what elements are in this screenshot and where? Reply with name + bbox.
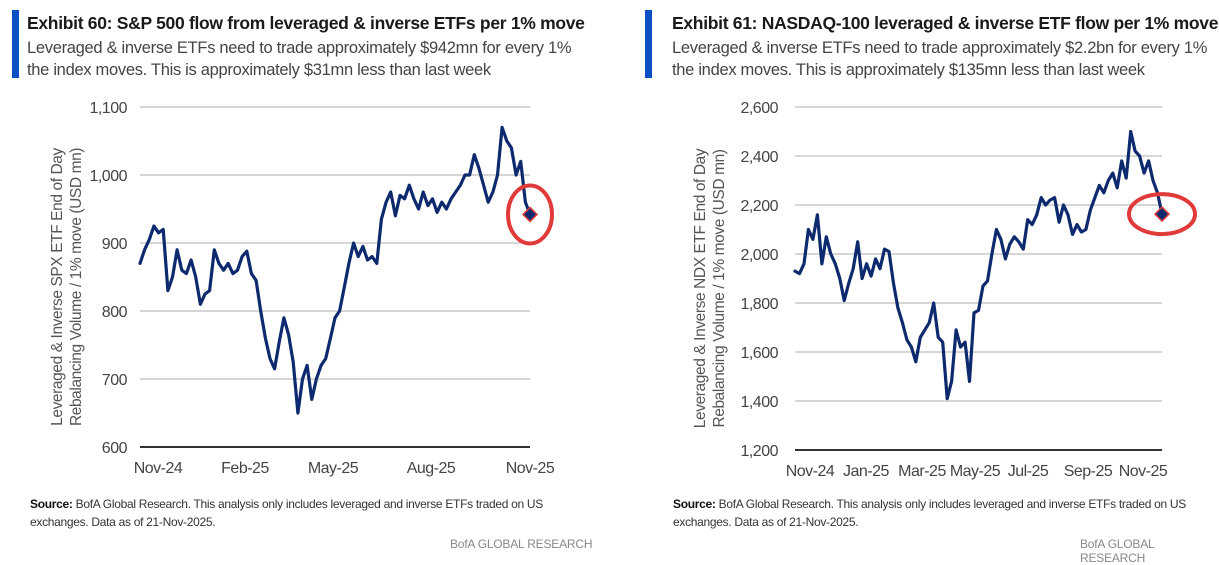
y-tick-label: 1,800 [740, 296, 778, 313]
x-tick-label: Aug-25 [407, 460, 456, 477]
chart-subtitle: Leveraged & inverse ETFs need to trade a… [672, 37, 1219, 81]
y-tick-label: 1,100 [89, 100, 127, 117]
x-tick-label: May-25 [950, 463, 1001, 480]
source-label: Source: [673, 497, 716, 511]
x-tick-label: Nov-25 [1119, 463, 1168, 480]
y-tick-label: 900 [102, 236, 128, 253]
highlight-circle [1127, 192, 1197, 237]
title-accent-bar [645, 10, 652, 78]
x-tick-label: Jan-25 [843, 463, 890, 480]
chart-title: Exhibit 61: NASDAQ-100 leveraged & inver… [672, 13, 1219, 33]
y-tick-label: 2,400 [740, 149, 778, 166]
y-tick-label: 1,200 [740, 443, 778, 460]
exhibit-60-panel: Exhibit 60: S&P 500 flow from leveraged … [0, 0, 610, 560]
x-tick-label: Feb-25 [221, 460, 269, 477]
subtitle-line-2: the index moves. This is approximately $… [27, 61, 491, 79]
source-text: BofA Global Research. This analysis only… [30, 497, 543, 529]
highlight-circle [506, 183, 554, 246]
series-line [138, 125, 532, 415]
y-axis-label: Leveraged & Inverse SPX ETF End of Day [49, 147, 66, 425]
y-axis-label: Rebalancing Volume / 1% move (USD mn) [711, 149, 728, 427]
y-axis-label: Leveraged & Inverse NDX ETF End of Day [692, 148, 709, 428]
y-tick-label: 600 [102, 440, 128, 457]
title-accent-bar [12, 10, 19, 78]
y-tick-label: 700 [102, 372, 128, 389]
source-label: Source: [30, 497, 73, 511]
spx-line-chart: 600 700 800 900 1,000 1,100 Nov-24 Feb-25 May-25… [49, 100, 555, 477]
subtitle-line-2: the index moves. This is approximately $… [672, 61, 1145, 79]
x-tick-label: May-25 [308, 460, 359, 477]
brand-label: BofA GLOBAL RESEARCH [1080, 537, 1155, 565]
y-tick-label: 1,400 [740, 394, 778, 411]
subtitle-line-1: Leveraged & inverse ETFs need to trade a… [27, 39, 572, 57]
source-text: BofA Global Research. This analysis only… [673, 497, 1186, 529]
source-note: Source: BofA Global Research. This analy… [673, 495, 1219, 531]
series-line [793, 129, 1164, 401]
chart-subtitle: Leveraged & inverse ETFs need to trade a… [27, 37, 587, 81]
latest-value-marker [1153, 206, 1171, 223]
x-tick-label: Jul-25 [1008, 463, 1049, 480]
x-tick-label: Mar-25 [898, 463, 946, 480]
y-tick-label: 1,000 [89, 168, 127, 185]
y-tick-label: 2,000 [740, 247, 778, 264]
x-tick-label: Nov-24 [134, 460, 183, 477]
y-axis-label: Rebalancing Volume / 1% move (USD mn) [68, 148, 85, 426]
x-tick-label: Nov-24 [786, 463, 835, 480]
subtitle-line-1: Leveraged & inverse ETFs need to trade a… [672, 39, 1208, 57]
y-tick-label: 2,200 [740, 198, 778, 215]
chart-title: Exhibit 60: S&P 500 flow from leveraged … [27, 13, 585, 33]
latest-value-marker [521, 206, 539, 223]
exhibit-61-panel: Exhibit 61: NASDAQ-100 leveraged & inver… [610, 0, 1219, 565]
y-tick-label: 1,600 [740, 345, 778, 362]
x-tick-label: Sep-25 [1064, 463, 1113, 480]
source-note: Source: BofA Global Research. This analy… [30, 495, 590, 531]
ndx-line-chart: 1,200 1,400 1,600 1,800 2,000 2,200 2,400 2,600… [692, 100, 1197, 480]
brand-label: BofA GLOBAL RESEARCH [450, 537, 593, 551]
x-tick-label: Nov-25 [506, 460, 555, 477]
y-tick-label: 2,600 [740, 100, 778, 117]
y-tick-label: 800 [102, 304, 128, 321]
